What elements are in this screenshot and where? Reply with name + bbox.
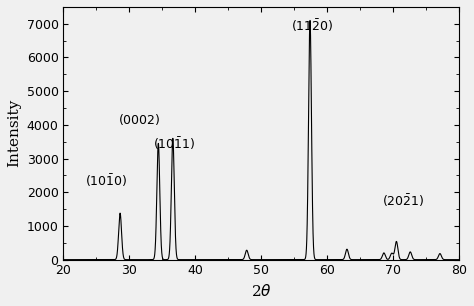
Text: $(10\bar{1}1)$: $(10\bar{1}1)$ [153, 135, 195, 152]
Text: $(0002)$: $(0002)$ [118, 112, 161, 127]
X-axis label: 2$\theta$: 2$\theta$ [251, 283, 272, 299]
Text: $(10\bar{1}0)$: $(10\bar{1}0)$ [85, 172, 128, 189]
Y-axis label: Intensity: Intensity [7, 99, 21, 167]
Text: $(20\bar{2}1)$: $(20\bar{2}1)$ [382, 192, 424, 209]
Text: $(11\bar{2}0)$: $(11\bar{2}0)$ [292, 17, 334, 34]
